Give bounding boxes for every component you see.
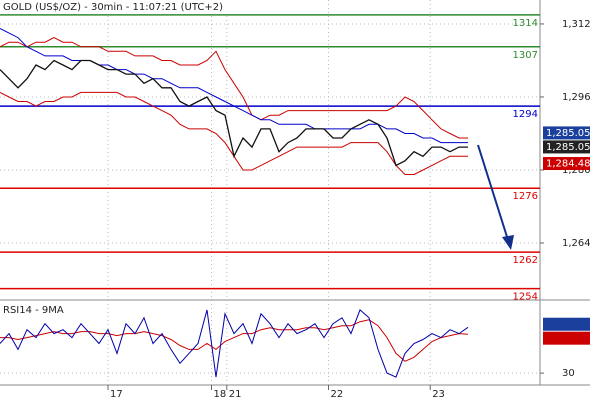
level-label: 1314 [513, 18, 538, 29]
x-tick-label: 21 [229, 389, 242, 400]
y-tick-label: 1,280 [562, 165, 590, 176]
series-line [0, 59, 468, 167]
arrow-head [502, 235, 514, 250]
series-line [0, 28, 468, 144]
price-tag [543, 126, 590, 140]
price-tag [543, 331, 590, 345]
y-tick-label: 30 [562, 368, 575, 379]
level-label: 1294 [513, 109, 538, 120]
level-label: 1307 [513, 50, 538, 61]
y-tick-label: 1,264 [562, 238, 590, 249]
rsi-title: RSI14 - 9MA [3, 305, 64, 316]
title-bg [0, 0, 260, 14]
price-tag [543, 317, 590, 331]
y-tick-label: 1,312 [562, 19, 590, 30]
x-tick-label: 17 [110, 389, 123, 400]
level-label: 1254 [513, 292, 538, 303]
y-tick-label: 1,296 [562, 92, 590, 103]
x-tick-label: 18 [214, 389, 227, 400]
projection-arrow [477, 144, 509, 241]
x-tick-label: 22 [331, 389, 344, 400]
price-tag [543, 140, 590, 154]
level-label: 1262 [513, 255, 538, 266]
series-line [0, 37, 468, 139]
series-line [0, 309, 469, 378]
x-tick-label: 23 [432, 389, 445, 400]
series-line [0, 319, 469, 362]
level-label: 1276 [513, 191, 538, 202]
price-tag-label: 1,284.48 [546, 159, 590, 170]
chart-title: GOLD (US$/OZ) - 30min - 11:07:21 (UTC+2) [3, 2, 223, 13]
price-tag-label: 1,285.05 [546, 142, 590, 153]
price-tag-label: 1,285.05 [546, 128, 590, 139]
price-tag [543, 157, 590, 171]
